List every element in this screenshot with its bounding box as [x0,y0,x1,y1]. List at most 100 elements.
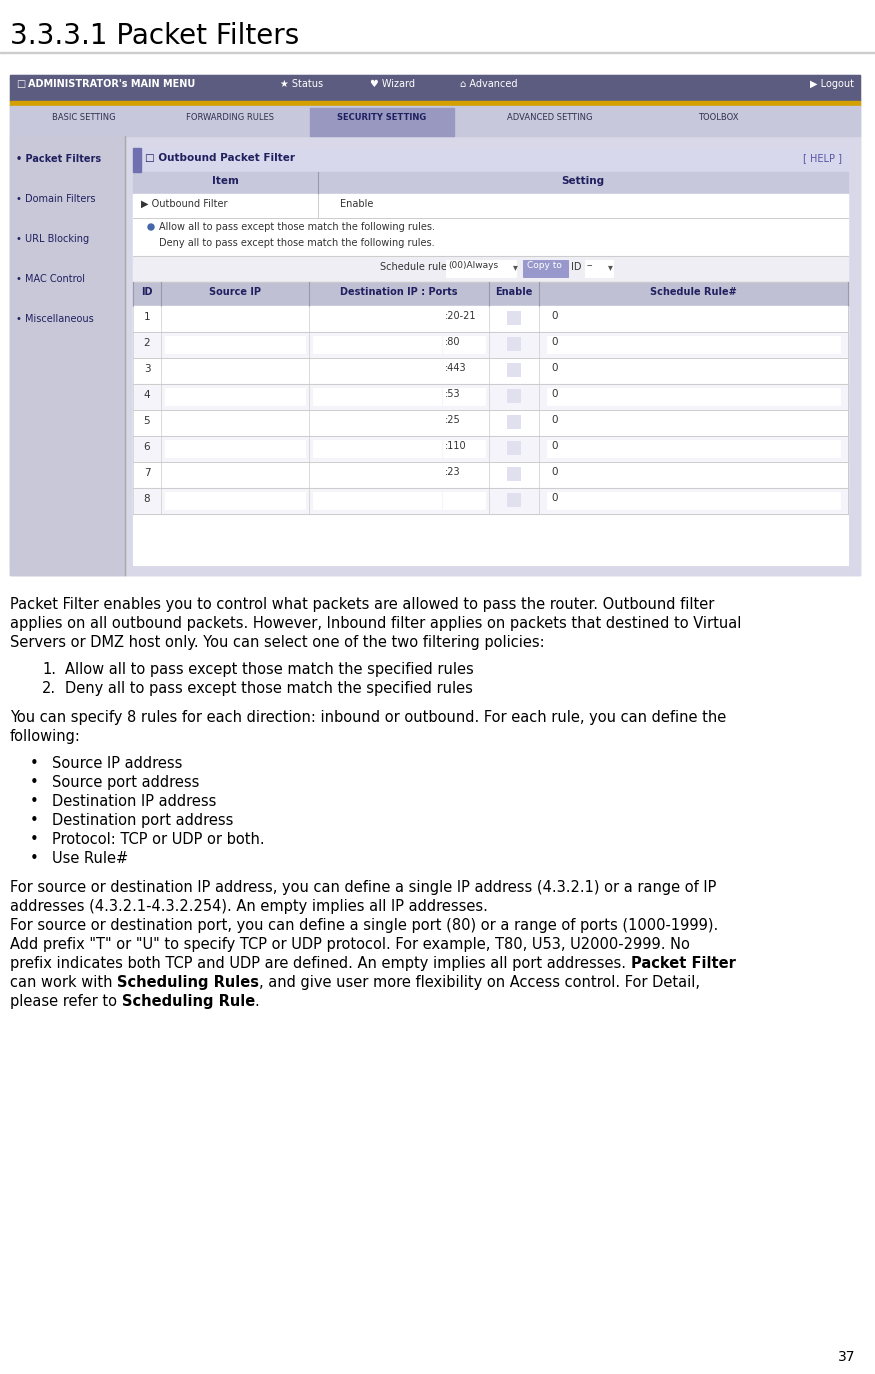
Text: •: • [30,833,38,846]
Bar [133,218,848,256]
Text: □: □ [16,78,25,89]
Bar [10,136,125,574]
Text: 0: 0 [551,441,557,451]
Bar [507,311,520,324]
Text: • MAC Control: • MAC Control [16,273,85,284]
Bar [133,282,848,306]
Text: Allow all to pass except those match the specified rules: Allow all to pass except those match the… [65,662,473,677]
Bar [10,102,860,106]
Bar [10,76,860,574]
Bar [313,414,441,431]
Bar [165,361,305,379]
Text: 4: 4 [144,390,150,400]
Text: :80: :80 [445,337,460,348]
Bar [133,383,848,409]
Text: Destination port address: Destination port address [52,813,234,829]
Bar [507,467,520,480]
Bar [133,148,848,172]
Bar [547,361,840,379]
Text: For source or destination port, you can define a single port (80) or a range of : For source or destination port, you can … [10,918,718,933]
Text: [ HELP ]: [ HELP ] [803,153,842,164]
Bar [443,387,485,405]
Text: Protocol: TCP or UDP or both.: Protocol: TCP or UDP or both. [52,833,264,846]
Text: For source or destination IP address, you can define a single IP address (4.3.2.: For source or destination IP address, yo… [10,879,717,894]
Text: 0: 0 [551,493,557,503]
Bar [10,106,860,136]
Text: 7: 7 [144,469,150,478]
Bar [165,466,305,484]
Text: :20-21: :20-21 [445,311,477,322]
Bar [133,148,848,565]
Text: Copy to: Copy to [527,261,562,271]
Bar [443,466,485,484]
Text: Source port address: Source port address [52,775,200,790]
Text: □ Outbound Packet Filter: □ Outbound Packet Filter [145,153,295,164]
Text: 2: 2 [144,338,150,348]
Bar [313,387,441,405]
Bar [507,363,520,376]
Bar [313,440,441,458]
Bar [443,440,485,458]
Text: :25: :25 [445,415,461,425]
Text: ADMINISTRATOR's MAIN MENU: ADMINISTRATOR's MAIN MENU [28,78,195,89]
Bar [133,409,848,436]
Text: Add prefix "T" or "U" to specify TCP or UDP protocol. For example, T80, U53, U20: Add prefix "T" or "U" to specify TCP or … [10,937,690,952]
Text: Source IP address: Source IP address [52,756,182,771]
Bar [507,337,520,350]
Bar [443,311,485,327]
Text: Scheduling Rule: Scheduling Rule [122,993,255,1009]
Bar [313,361,441,379]
Text: •: • [30,794,38,809]
Text: following:: following: [10,730,80,743]
Text: ▾: ▾ [607,262,612,272]
Bar [133,148,141,172]
Text: •: • [30,775,38,790]
Bar [133,333,848,359]
Text: Enable: Enable [340,199,374,209]
Text: 0: 0 [551,467,557,477]
Text: ♥ Wizard: ♥ Wizard [370,78,415,89]
Text: 0: 0 [551,363,557,372]
Text: 0: 0 [551,415,557,425]
Text: Deny all to pass except those match the specified rules: Deny all to pass except those match the … [65,682,472,697]
Bar [507,441,520,453]
Text: can work with: can work with [10,976,117,991]
Bar [547,492,840,508]
Bar [547,337,840,353]
Bar [165,440,305,458]
Text: Enable: Enable [495,287,533,297]
Text: ID: ID [141,287,153,297]
Text: :23: :23 [445,467,460,477]
Text: , and give user more flexibility on Access control. For Detail,: , and give user more flexibility on Acce… [259,976,700,991]
Text: 6: 6 [144,442,150,452]
Bar [165,414,305,431]
Bar [443,337,485,353]
Text: •: • [30,851,38,866]
Bar [326,201,337,212]
Bar [310,109,454,136]
Text: Packet Filter: Packet Filter [631,956,736,971]
Text: ID: ID [570,262,581,272]
Text: • URL Blocking: • URL Blocking [16,234,89,245]
Bar [313,466,441,484]
Bar [547,387,840,405]
Text: Scheduling Rules: Scheduling Rules [117,976,259,991]
Bar [133,488,848,514]
Bar [507,415,520,427]
Text: Destination IP : Ports: Destination IP : Ports [340,287,458,297]
Text: 0: 0 [551,311,557,322]
Text: please refer to: please refer to [10,993,122,1009]
Text: •: • [30,813,38,829]
Text: :110: :110 [445,441,466,451]
Bar [547,311,840,327]
Text: addresses (4.3.2.1-4.3.2.254). An empty implies all IP addresses.: addresses (4.3.2.1-4.3.2.254). An empty … [10,899,488,914]
Text: applies on all outbound packets. However, Inbound filter applies on packets that: applies on all outbound packets. However… [10,616,741,631]
Bar [584,260,612,278]
Bar [443,414,485,431]
Bar [443,361,485,379]
Text: Packet Filter enables you to control what packets are allowed to pass the router: Packet Filter enables you to control wha… [10,596,714,611]
Text: ⌂ Advanced: ⌂ Advanced [460,78,517,89]
Text: 5: 5 [144,416,150,426]
Text: ★ Status: ★ Status [280,78,323,89]
Bar [165,492,305,508]
